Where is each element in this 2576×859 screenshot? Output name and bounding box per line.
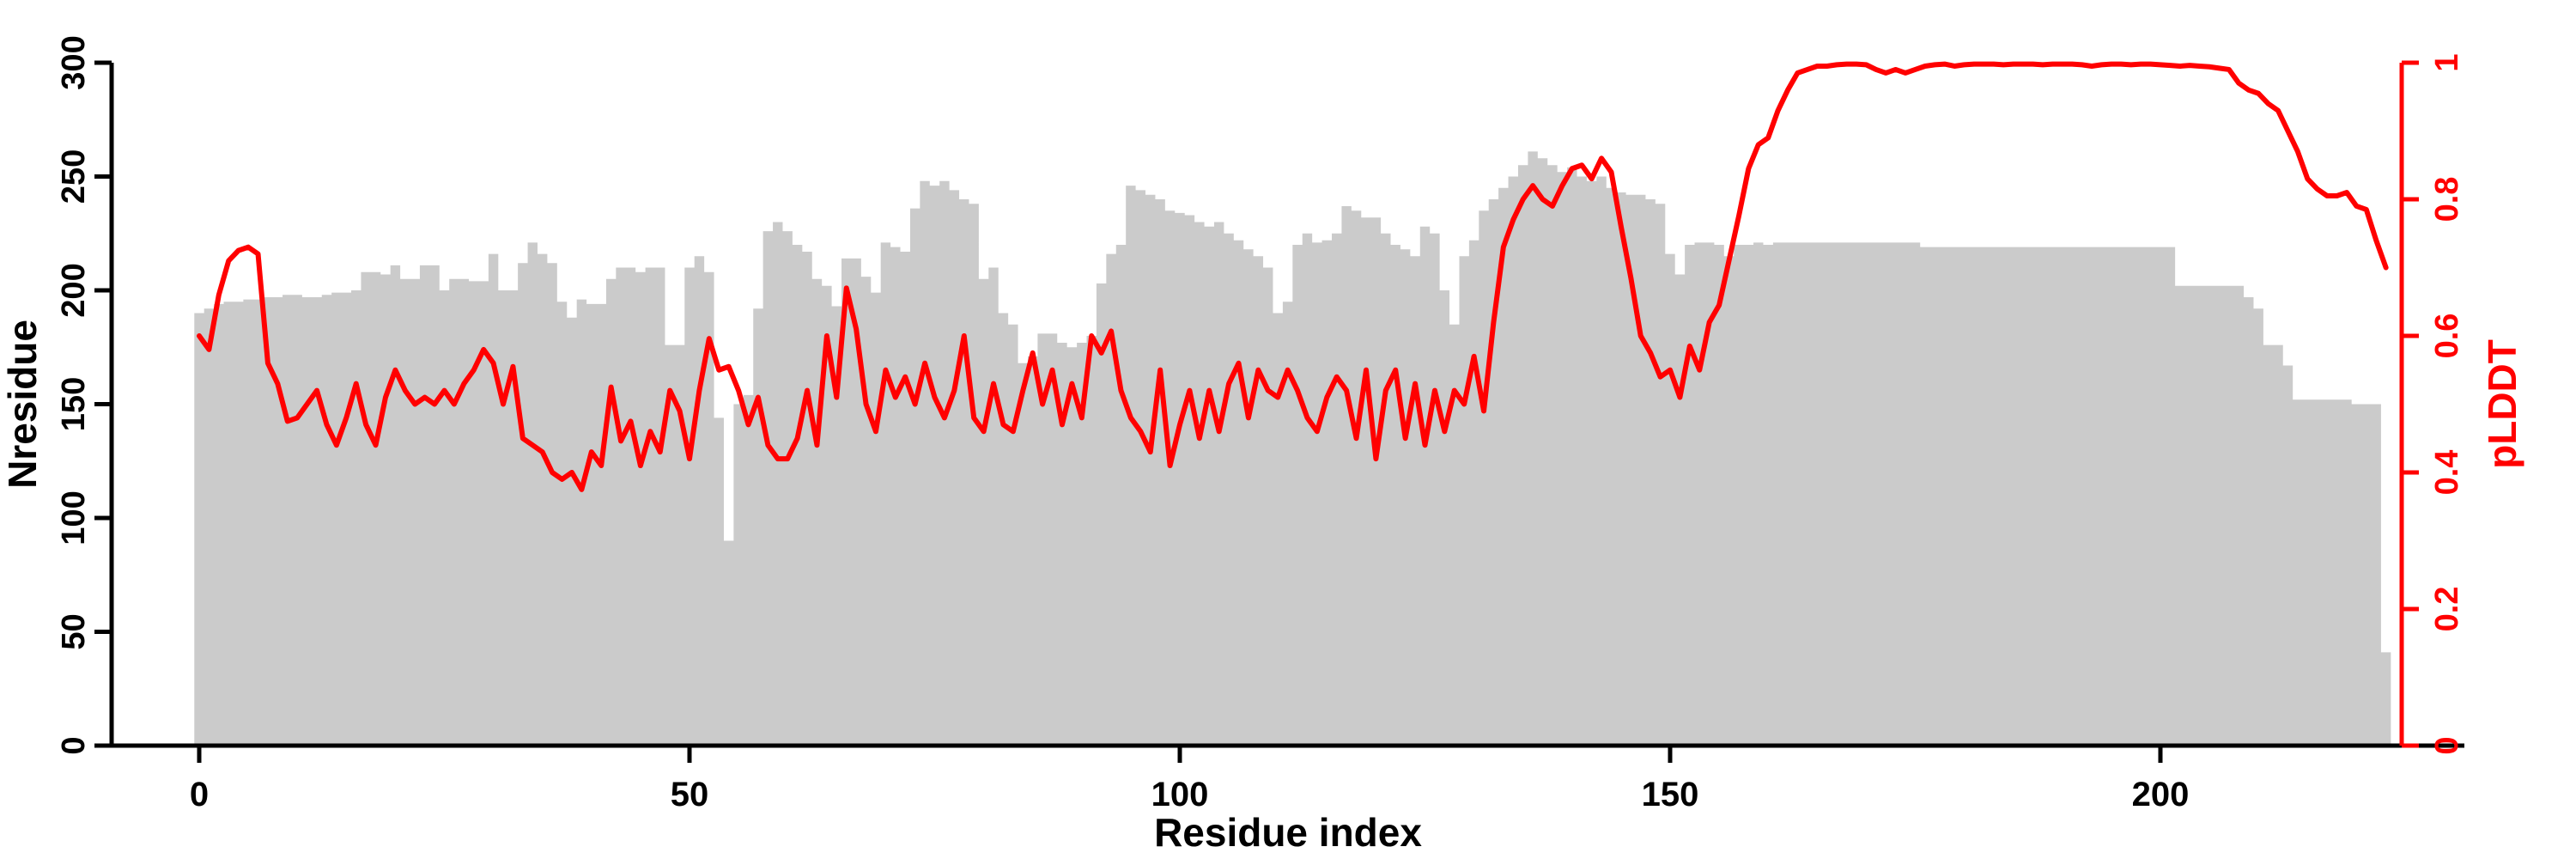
y-right-tick-label: 0.2 [2429,587,2465,632]
y-left-tick-label: 0 [56,736,92,754]
y-left-tick-label: 50 [56,613,92,649]
y-axis-left-ticks: 0 50 100 150 200 250 300 [56,35,112,755]
y-axis-right-title: pLDDT [2480,339,2524,469]
y-right-tick-label: 0 [2429,736,2465,754]
x-axis-title: Residue index [1154,810,1422,855]
y-right-tick-label: 0.6 [2429,314,2465,359]
y-left-tick-label: 150 [56,377,92,431]
x-tick-label: 150 [1642,776,1699,813]
y-axis-right-ticks: 0 0.2 0.4 0.6 0.8 1 [2402,53,2465,755]
x-tick-label: 100 [1151,776,1209,813]
y-right-tick-label: 1 [2429,53,2465,71]
y-axis-left-title: Nresidue [0,320,45,489]
x-axis-ticks: 0 50 100 150 200 [190,746,2190,813]
x-tick-label: 200 [2132,776,2190,813]
nresidue-bars [194,151,2391,746]
x-tick-label: 50 [671,776,709,813]
x-tick-label: 0 [190,776,209,813]
y-right-tick-label: 0.4 [2429,450,2465,496]
y-left-tick-label: 100 [56,490,92,545]
y-left-tick-label: 200 [56,263,92,317]
y-right-tick-label: 0.8 [2429,177,2465,222]
y-left-tick-label: 250 [56,149,92,204]
plddt-line [197,61,2389,492]
y-left-tick-label: 300 [56,35,92,89]
